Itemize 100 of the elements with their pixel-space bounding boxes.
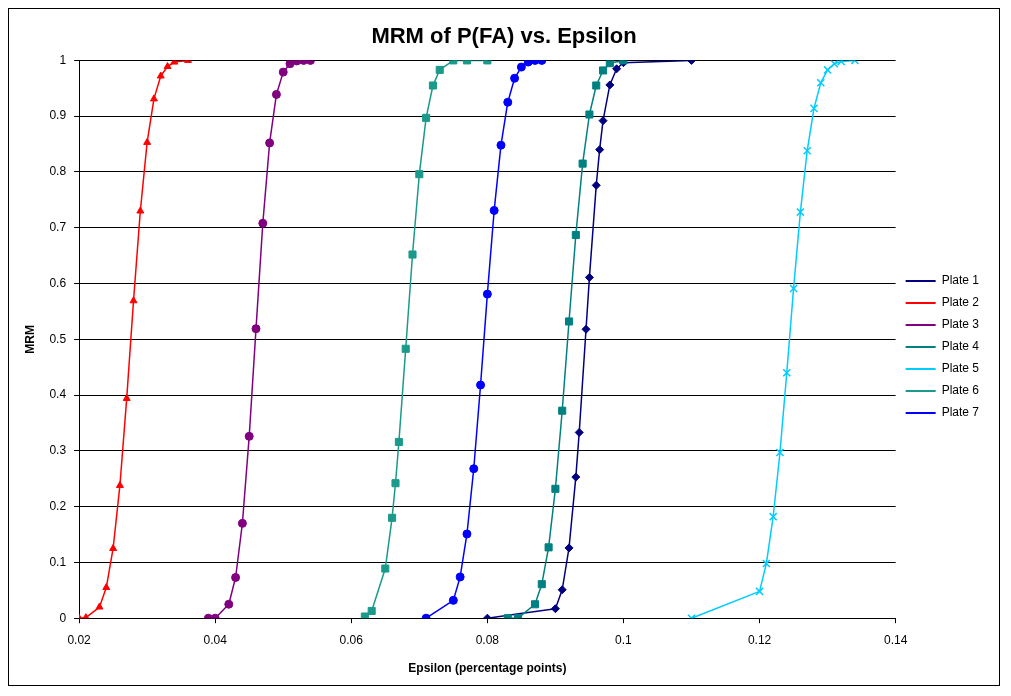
x-tick-label: 0.08: [475, 632, 500, 647]
point: [401, 344, 410, 353]
point: [163, 62, 172, 70]
point: [415, 170, 424, 179]
x-tick-label: 0.1: [615, 632, 633, 647]
point: [592, 81, 601, 90]
y-tick-label: 0.5: [49, 331, 67, 346]
point: [574, 427, 584, 437]
point: [381, 564, 390, 573]
point: [462, 529, 472, 539]
point: [550, 604, 560, 614]
point: [489, 205, 499, 215]
x-tick-label: 0.04: [203, 632, 228, 647]
point: [258, 218, 268, 228]
point: [422, 113, 431, 122]
point: [598, 116, 608, 126]
point: [129, 296, 138, 304]
point: [428, 81, 437, 90]
point: [394, 437, 403, 446]
point: [755, 587, 764, 596]
point: [789, 284, 798, 293]
point: [367, 606, 376, 615]
y-tick-label: 0.7: [49, 220, 67, 235]
point: [391, 479, 400, 488]
y-tick-label: 0.2: [49, 498, 67, 513]
point: [476, 380, 486, 390]
point: [802, 146, 812, 156]
y-tick-label: 1: [59, 52, 67, 67]
point: [231, 572, 241, 582]
point: [251, 324, 261, 334]
point: [237, 518, 247, 528]
point: [115, 480, 124, 488]
point: [816, 78, 826, 87]
point: [122, 393, 131, 401]
point: [595, 145, 605, 155]
point: [448, 595, 458, 605]
y-tick-label: 0: [59, 610, 67, 625]
legend-label: Plate 5: [941, 361, 980, 376]
y-tick-label: 0.6: [49, 275, 67, 290]
point: [612, 64, 622, 74]
point: [762, 559, 771, 568]
point: [136, 206, 145, 214]
point: [768, 512, 778, 521]
point: [796, 207, 805, 217]
point: [224, 599, 234, 609]
point: [244, 431, 254, 441]
point: [581, 324, 591, 334]
point: [516, 62, 526, 72]
point: [775, 448, 785, 457]
point: [599, 66, 608, 75]
point: [265, 138, 275, 148]
x-tick-label: 0.02: [67, 632, 92, 647]
point: [388, 513, 397, 522]
point: [558, 406, 567, 415]
legend-label: Plate 6: [941, 383, 980, 398]
legend-label: Plate 2: [941, 295, 980, 310]
point: [823, 65, 832, 75]
y-tick-label: 0.8: [49, 164, 67, 179]
x-axis-title: Epsilon (percentage points): [408, 661, 567, 676]
x-tick-label: 0.14: [883, 632, 908, 647]
point: [809, 104, 819, 113]
point: [278, 67, 288, 77]
point: [564, 543, 574, 553]
point: [503, 97, 513, 107]
point: [285, 60, 295, 69]
point: [605, 80, 615, 90]
point: [143, 137, 152, 145]
y-tick-label: 0.4: [49, 387, 67, 402]
point: [408, 250, 417, 259]
legend-label: Plate 3: [941, 317, 980, 332]
point: [578, 159, 587, 168]
point: [469, 464, 479, 474]
point: [544, 543, 553, 552]
point: [571, 230, 580, 240]
y-tick-label: 0.1: [49, 554, 67, 569]
point: [156, 71, 165, 79]
point: [149, 94, 158, 102]
point: [571, 472, 581, 482]
point: [271, 89, 281, 99]
legend-label: Plate 7: [941, 405, 980, 420]
point: [591, 180, 601, 190]
point: [482, 289, 492, 299]
point: [95, 602, 104, 610]
point: [557, 585, 567, 595]
legend-label: Plate 1: [941, 273, 980, 288]
x-tick-label: 0.12: [747, 632, 772, 647]
point: [435, 65, 444, 74]
y-axis-title: MRM: [22, 324, 37, 354]
point: [585, 110, 594, 119]
point: [537, 580, 546, 589]
x-tick-label: 0.06: [339, 632, 364, 647]
chart-title: MRM of P(FA) vs. Epsilon: [371, 23, 637, 49]
point: [530, 600, 540, 609]
point: [564, 317, 574, 326]
point: [510, 73, 520, 83]
legend-label: Plate 4: [941, 339, 980, 354]
point: [584, 272, 594, 282]
point: [109, 543, 118, 551]
point: [360, 612, 369, 619]
y-tick-label: 0.9: [49, 108, 67, 123]
